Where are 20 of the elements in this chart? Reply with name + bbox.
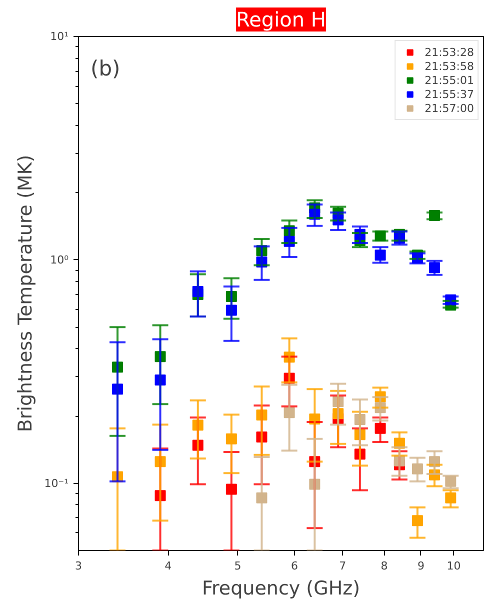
x-tick-label: 8 [380,560,388,572]
y-tick-label: 10⁻¹ [44,476,69,490]
y-tick-label: 10⁰ [50,253,70,266]
x-tick-label: 7 [339,560,346,572]
x-tick-label: 4 [164,560,172,572]
y-tick-label: 10¹ [50,30,69,43]
y-axis-title: Brightness Temperature (MK) [14,154,36,432]
legend-label: 21:57:00 [424,101,474,115]
annotation: (b) [90,56,120,80]
x-axis-title: Frequency (GHz) [202,578,360,600]
legend-label: 21:55:01 [424,73,474,87]
x-tick-label: 10 [446,560,461,572]
x-tick-label: 3 [75,560,82,572]
x-tick-label: 9 [417,560,424,572]
legend-label: 21:55:37 [424,87,474,101]
legend-label: 21:53:58 [424,59,474,73]
chart-title: Region H [236,8,326,32]
legend-label: 21:53:28 [424,45,474,59]
x-tick-label: 5 [234,560,242,572]
x-tick-label: 6 [291,560,298,572]
